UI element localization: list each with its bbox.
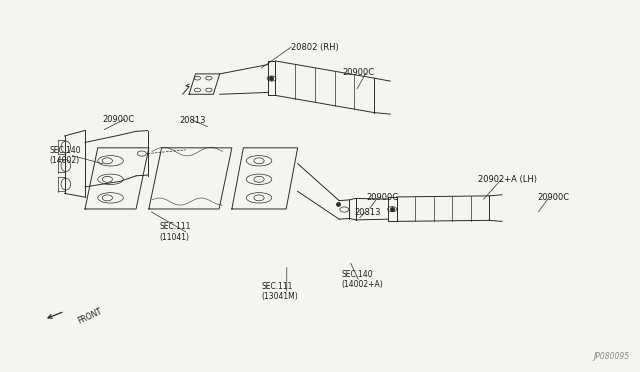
- Text: SEC.111: SEC.111: [159, 222, 191, 231]
- Text: 20900C: 20900C: [366, 193, 398, 202]
- Text: SEC.140: SEC.140: [342, 270, 373, 279]
- Text: JP080095: JP080095: [594, 352, 630, 361]
- Text: 20902+A (LH): 20902+A (LH): [478, 175, 538, 184]
- Text: (14002+A): (14002+A): [342, 280, 383, 289]
- Text: (14002): (14002): [49, 156, 79, 165]
- Text: FRONT: FRONT: [76, 307, 104, 326]
- Text: SEC.140: SEC.140: [49, 146, 81, 155]
- Text: (13041M): (13041M): [261, 292, 298, 301]
- Text: SEC.111: SEC.111: [261, 282, 292, 291]
- Text: (11041): (11041): [159, 232, 189, 242]
- Text: 20802 (RH): 20802 (RH): [291, 42, 339, 51]
- Text: 20900C: 20900C: [103, 115, 135, 124]
- Text: 20813: 20813: [355, 208, 381, 217]
- Text: 20813: 20813: [179, 116, 206, 125]
- Text: 20900C: 20900C: [342, 68, 374, 77]
- Text: 20900C: 20900C: [537, 193, 569, 202]
